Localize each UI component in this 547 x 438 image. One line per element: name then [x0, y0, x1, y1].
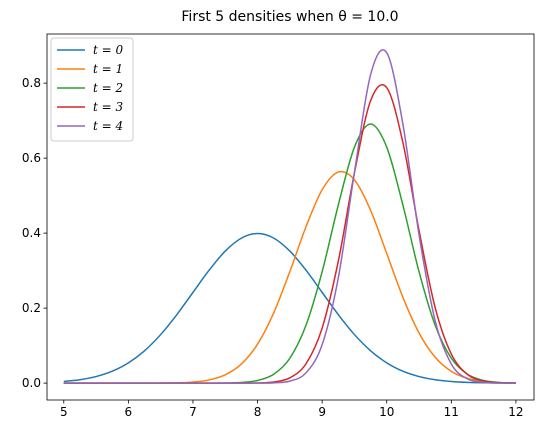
- y-tick-label: 0.4: [22, 226, 41, 240]
- legend-label: t = 3: [93, 100, 124, 114]
- x-tick-label: 11: [444, 405, 459, 419]
- x-tick-label: 6: [125, 405, 133, 419]
- y-tick-label: 0.2: [22, 301, 41, 315]
- x-tick-label: 10: [379, 405, 394, 419]
- x-tick-label: 9: [318, 405, 326, 419]
- y-tick-label: 0.8: [22, 76, 41, 90]
- line-series: [63, 49, 516, 384]
- legend-label: t = 4: [93, 119, 123, 133]
- x-tick-label: 7: [189, 405, 197, 419]
- legend: t = 0 t = 1 t = 2 t = 3 t = 4: [50, 37, 134, 142]
- line-series: [63, 123, 516, 384]
- legend-frame: [50, 37, 134, 142]
- y-tick-label: 0.6: [22, 151, 41, 165]
- legend-label: t = 0: [93, 43, 124, 57]
- x-tick-label: 8: [254, 405, 262, 419]
- line-series: [63, 170, 516, 384]
- x-tick-label: 12: [508, 405, 523, 419]
- legend-label: t = 1: [93, 62, 123, 76]
- chart-title: First 5 densities when θ = 10.0: [181, 9, 398, 25]
- x-tick-label: 5: [60, 405, 68, 419]
- y-tick-label: 0.0: [22, 376, 41, 390]
- plot-frame: [46, 33, 535, 401]
- legend-label: t = 2: [93, 81, 123, 95]
- line-series: [63, 232, 516, 384]
